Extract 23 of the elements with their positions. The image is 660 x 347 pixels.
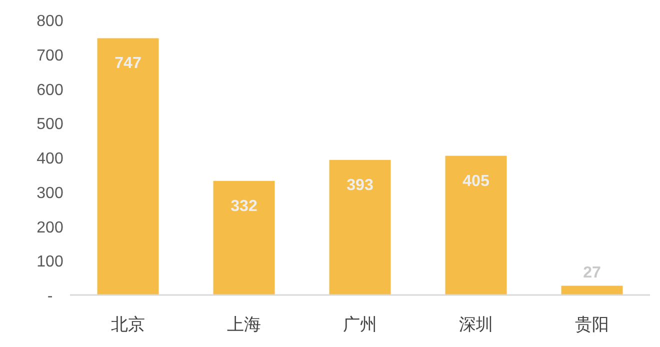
x-tick-label: 北京 — [111, 315, 145, 334]
data-label: 747 — [114, 55, 142, 72]
x-tick-label: 贵阳 — [575, 315, 609, 334]
y-tick-label: 400 — [36, 150, 64, 168]
x-tick-label: 上海 — [227, 315, 261, 334]
y-tick-label: 100 — [36, 254, 64, 271]
y-tick-label: 200 — [36, 219, 64, 236]
x-tick-label: 深圳 — [459, 315, 493, 334]
data-label: 393 — [346, 176, 374, 194]
y-tick-label: - — [47, 288, 53, 305]
data-label: 405 — [462, 172, 490, 190]
y-tick-label: 500 — [36, 116, 64, 134]
y-tick-label: 300 — [36, 184, 64, 202]
data-label: 332 — [230, 198, 258, 215]
bar — [213, 180, 275, 295]
bar — [329, 160, 391, 295]
y-tick-label: 800 — [36, 13, 64, 30]
bar — [97, 38, 159, 295]
y-tick-label: 700 — [36, 47, 64, 64]
y-tick-label: 600 — [36, 82, 64, 99]
bar — [445, 156, 507, 295]
bar — [561, 286, 623, 295]
x-tick-label: 广州 — [343, 315, 377, 334]
